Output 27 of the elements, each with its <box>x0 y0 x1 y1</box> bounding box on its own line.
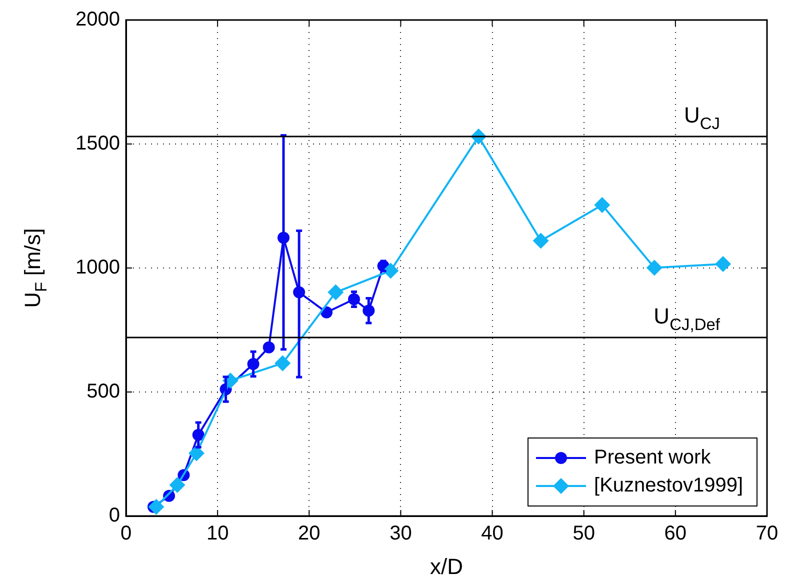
y-axis-title: UF [m/s] <box>20 228 51 308</box>
y-tick-label: 500 <box>86 380 120 403</box>
y-tick-label: 0 <box>108 504 120 527</box>
y-tick-label: 1000 <box>76 256 120 279</box>
y-tick-label: 2000 <box>76 8 120 31</box>
legend-label: [Kuznestov1999] <box>594 474 744 497</box>
point <box>715 256 732 272</box>
point <box>594 197 610 214</box>
point <box>148 498 164 515</box>
x-tick-label: 60 <box>664 522 687 545</box>
x-tick-label: 10 <box>206 522 229 545</box>
x-tick-label: 20 <box>298 522 320 545</box>
point <box>274 355 291 372</box>
point <box>646 260 662 276</box>
x-tick-label: 50 <box>572 522 595 545</box>
point <box>169 477 186 493</box>
point <box>382 262 399 279</box>
y-tick-label: 1500 <box>76 132 120 155</box>
point <box>262 341 275 354</box>
x-tick-label: 70 <box>756 522 778 545</box>
point <box>188 445 205 462</box>
point <box>532 232 549 249</box>
x-tick-label: 40 <box>481 522 504 545</box>
x-tick-label: 30 <box>390 522 412 545</box>
legend-label: Present work <box>594 446 712 469</box>
x-axis-title: x/D <box>430 554 463 579</box>
point <box>328 284 344 300</box>
